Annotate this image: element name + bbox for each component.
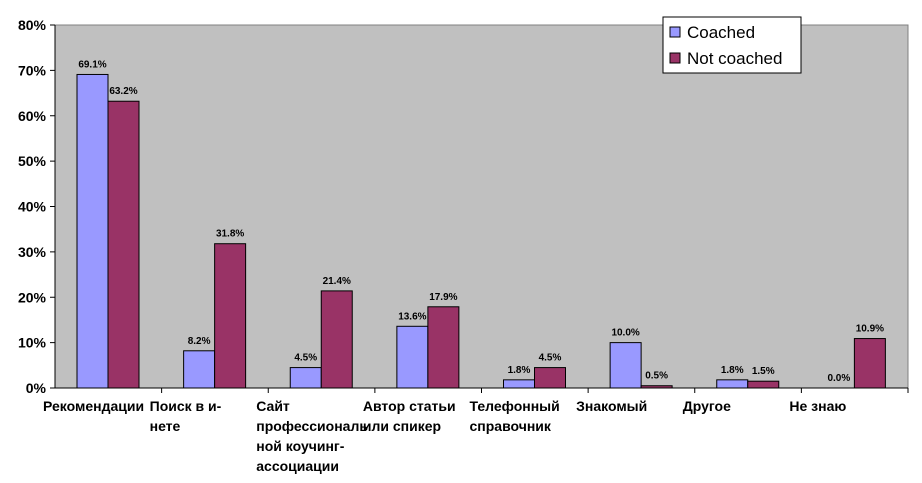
- x-category-label: нете: [150, 418, 181, 434]
- bar: [427, 306, 460, 389]
- bar: [107, 100, 140, 389]
- data-label: 1.8%: [721, 365, 744, 376]
- bar: [320, 290, 353, 389]
- bar: [183, 350, 216, 389]
- data-label: 13.6%: [398, 311, 426, 322]
- data-label: 1.8%: [508, 365, 531, 376]
- y-tick-label: 40%: [18, 199, 47, 215]
- bar: [609, 342, 642, 389]
- bar: [396, 325, 429, 389]
- y-tick-label: 80%: [18, 17, 47, 33]
- x-category-label: Рекомендации: [43, 398, 144, 414]
- data-label: 8.2%: [188, 336, 211, 347]
- x-category-label: Не знаю: [789, 398, 846, 414]
- data-label: 21.4%: [323, 276, 351, 287]
- data-label: 1.5%: [752, 366, 775, 377]
- x-category-label: ассоциации: [256, 458, 339, 474]
- plot-area: [54, 24, 909, 389]
- x-category-label: профессиональ: [256, 418, 368, 434]
- x-category-label: Другое: [683, 398, 731, 414]
- x-category-label: Телефонный: [470, 398, 560, 414]
- legend-label: Not coached: [687, 49, 782, 68]
- data-label: 4.5%: [294, 353, 317, 364]
- data-label: 31.8%: [216, 229, 244, 240]
- x-category-label: Автор статьи: [363, 398, 456, 414]
- data-label: 10.0%: [611, 328, 639, 339]
- x-category-label: или спикер: [363, 418, 441, 434]
- legend: [662, 16, 802, 74]
- bar: [853, 338, 886, 389]
- y-tick-label: 0%: [26, 380, 47, 396]
- bar: [76, 73, 109, 389]
- y-tick-label: 70%: [18, 62, 47, 78]
- x-category-label: справочник: [470, 418, 552, 434]
- x-category-label: Поиск в и-: [150, 398, 222, 414]
- legend-swatch: [669, 26, 681, 38]
- data-label: 10.9%: [856, 324, 884, 335]
- x-category-label: Сайт: [256, 398, 290, 414]
- legend-swatch: [669, 52, 681, 64]
- y-tick-label: 20%: [18, 289, 47, 305]
- y-tick-label: 50%: [18, 153, 47, 169]
- x-category-label: ной коучинг-: [256, 438, 345, 454]
- y-tick-label: 30%: [18, 244, 47, 260]
- bar: [640, 385, 673, 389]
- data-label: 0.5%: [645, 371, 668, 382]
- x-category-label: Знакомый: [576, 398, 647, 414]
- y-tick-label: 60%: [18, 108, 47, 124]
- data-label: 63.2%: [109, 86, 137, 97]
- bar: [534, 367, 566, 389]
- bar: [289, 367, 322, 389]
- data-label: 69.1%: [78, 59, 106, 70]
- data-label: 17.9%: [429, 292, 457, 303]
- bar: [503, 379, 535, 389]
- bar: [747, 380, 780, 389]
- data-label: 4.5%: [539, 353, 562, 364]
- bar: [716, 379, 749, 389]
- bar: [214, 243, 247, 389]
- legend-label: Coached: [687, 23, 755, 42]
- data-label: 0.0%: [827, 373, 850, 384]
- y-tick-label: 10%: [18, 335, 47, 351]
